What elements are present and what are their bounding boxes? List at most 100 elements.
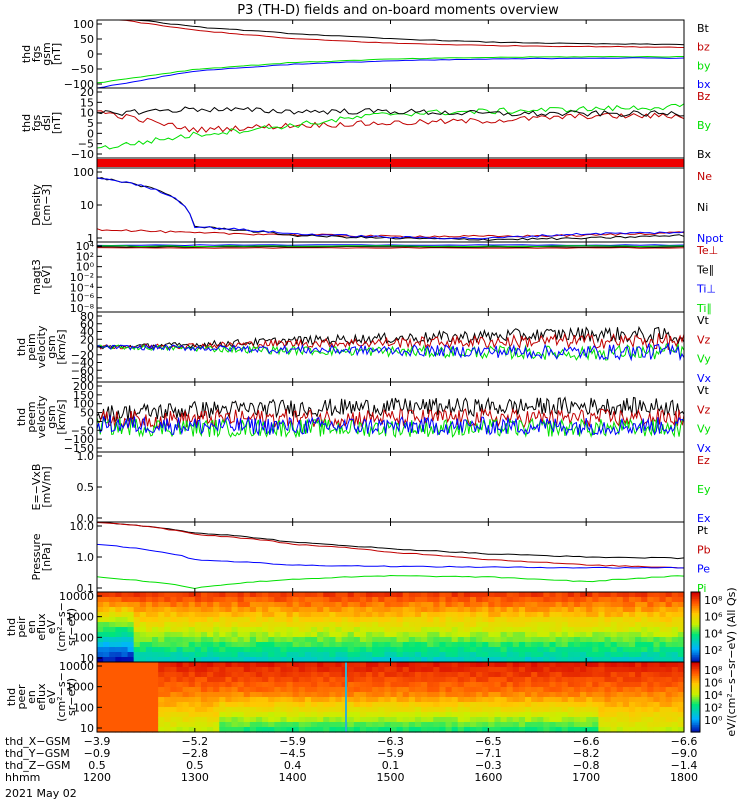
peer-cell (152, 722, 159, 728)
fgs-gsm-ylabel: [nT] (50, 43, 63, 65)
peer-cell (139, 712, 147, 718)
peer-cell (243, 722, 251, 728)
peer-cell (97, 677, 104, 683)
peir-cell (531, 612, 538, 618)
peer-ytick-label: 10 (80, 722, 94, 735)
peer-cell (506, 662, 514, 668)
peer-colorbar-swatch (691, 716, 700, 719)
peir-cell (421, 642, 428, 648)
peer-cell (518, 717, 526, 723)
peir-cell (115, 627, 123, 633)
peer-cell (482, 717, 489, 723)
peer-cell (323, 667, 330, 673)
peir-cell (133, 637, 141, 643)
peer-cell (359, 712, 367, 718)
peer-cell (641, 712, 648, 718)
peir-cell (482, 652, 489, 658)
peer-cell (145, 697, 153, 703)
peim-legend-Vt: Vt (697, 314, 710, 327)
peir-cell (622, 652, 630, 658)
peir-cell (653, 612, 661, 618)
peir-cell (628, 622, 636, 628)
peer-cell (304, 677, 312, 683)
peer-cell (427, 722, 434, 728)
peer-colorbar-tick: 10² (704, 702, 722, 715)
peer-cell (677, 702, 685, 708)
peer-cell (298, 712, 306, 718)
peir-cell (616, 592, 624, 598)
peer-cell (97, 687, 104, 693)
peer-cell (213, 702, 220, 708)
peer-cell (506, 687, 514, 693)
peir-cell (378, 652, 385, 658)
peir-cell (133, 592, 141, 598)
peir-cell (506, 602, 514, 608)
peer-cell (378, 677, 385, 683)
peir-cell (115, 652, 123, 658)
peer-cell (109, 712, 116, 718)
peir-cell (103, 637, 110, 643)
peir-cell (317, 592, 324, 598)
peir-cell (451, 622, 459, 628)
peir-cell (421, 647, 428, 653)
peir-cell (268, 657, 275, 663)
peir-cell (103, 647, 110, 653)
peir-cell (476, 602, 483, 608)
peir-cell (433, 607, 441, 613)
peer-cell (476, 712, 483, 718)
density-ytick-label: 100 (73, 166, 94, 179)
peer-cell (598, 687, 606, 693)
peer-cell (341, 667, 349, 673)
peir-cell (469, 657, 477, 663)
peer-cell (549, 672, 557, 678)
peer-cell (133, 692, 141, 698)
peir-cell (482, 632, 489, 638)
peer-cell (225, 697, 233, 703)
peir-cell (641, 627, 648, 633)
peir-cell (262, 607, 269, 613)
peer-colorbar-swatch (691, 672, 700, 675)
peir-cell (469, 607, 477, 613)
peer-cell (347, 692, 355, 698)
temp-ytick-label: 10⁴ (76, 240, 95, 253)
peer-cell (366, 717, 373, 723)
peir-cell (170, 607, 178, 613)
peir-cell (476, 607, 483, 613)
peir-cell (170, 657, 178, 663)
peer-cell (366, 662, 373, 668)
peer-cell (402, 682, 410, 688)
peir-cell (500, 632, 508, 638)
peir-cell (231, 642, 239, 648)
peer-cell (329, 727, 337, 733)
peer-cell (494, 707, 502, 713)
peer-cell (469, 677, 477, 683)
peir-cell (469, 597, 477, 603)
peer-cell (488, 662, 496, 668)
peir-cell (341, 597, 349, 603)
peer-cell (219, 697, 226, 703)
peir-cell (213, 597, 220, 603)
peir-cell (518, 602, 526, 608)
peir-cell (176, 652, 184, 658)
peir-cell (543, 602, 551, 608)
peer-cell (414, 682, 422, 688)
peer-cell (286, 707, 294, 713)
peer-cell (268, 672, 275, 678)
peer-cell (200, 677, 208, 683)
peer-cell (451, 717, 459, 723)
peer-cell (243, 692, 251, 698)
peer-cell (384, 692, 392, 698)
peir-cell (494, 647, 502, 653)
peir-cell (255, 622, 263, 628)
peir-cell (359, 602, 367, 608)
peer-cell (298, 662, 306, 668)
peer-cell (537, 702, 544, 708)
peer-cell (97, 662, 104, 668)
peir-cell (115, 647, 123, 653)
peir-cell (457, 632, 465, 638)
peir-cell (506, 632, 514, 638)
peir-cell (494, 652, 502, 658)
peir-cell (463, 617, 471, 623)
peer-cell (262, 662, 269, 668)
peer-cell (622, 672, 630, 678)
